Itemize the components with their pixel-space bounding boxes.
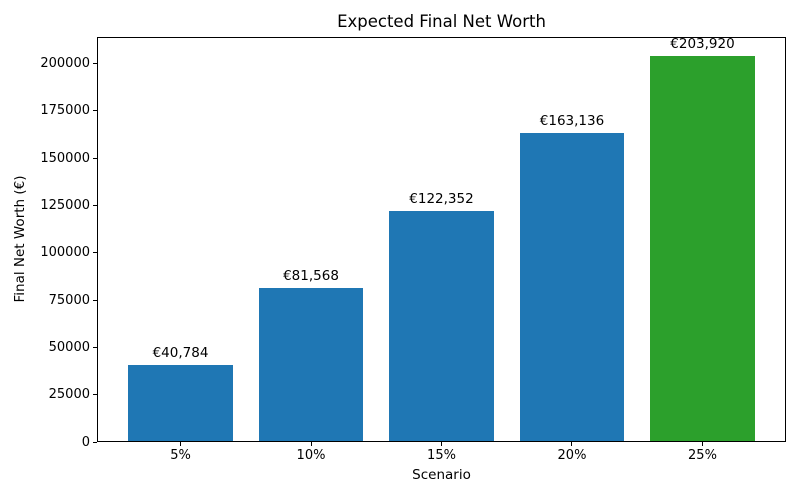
x-tick-mark [310, 442, 312, 446]
y-tick-label: 150000 [40, 150, 90, 166]
y-tick-label: 100000 [40, 245, 90, 261]
x-tick-mark [701, 442, 703, 446]
bar [650, 56, 755, 441]
bar-value-label: €81,568 [283, 267, 339, 284]
y-tick-mark [93, 299, 97, 301]
y-axis-label: Final Net Worth (€) [12, 175, 28, 303]
bar-value-label: €40,784 [152, 344, 209, 361]
bar [389, 210, 494, 441]
bar-value-label: €122,352 [409, 190, 474, 207]
x-tick-mark [441, 442, 442, 446]
x-axis-label: Scenario [412, 467, 471, 483]
y-tick-mark [93, 110, 97, 112]
y-tick-label: 75000 [48, 292, 90, 308]
x-tick-label: 25% [688, 448, 717, 463]
y-tick-label: 0 [81, 434, 90, 450]
bar-value-label: €203,920 [670, 36, 735, 53]
bar-value-label: €163,136 [539, 113, 605, 130]
x-tick-label: 5% [170, 448, 191, 463]
y-tick-mark [93, 394, 97, 396]
bar [258, 287, 364, 441]
y-tick-label: 50000 [48, 339, 90, 355]
chart-title: Expected Final Net Worth [337, 12, 546, 31]
y-tick-mark [93, 63, 97, 65]
x-tick-label: 20% [557, 448, 587, 463]
bar [519, 133, 625, 441]
x-tick-mark [180, 442, 181, 446]
y-tick-mark [93, 441, 97, 443]
x-tick-mark [571, 442, 573, 446]
y-tick-label: 125000 [40, 198, 90, 214]
y-tick-mark [93, 205, 97, 207]
bar [128, 364, 233, 441]
y-tick-mark [93, 157, 97, 159]
y-tick-mark [93, 252, 97, 254]
y-tick-label: 200000 [40, 56, 90, 72]
y-tick-mark [93, 346, 97, 348]
x-tick-label: 15% [427, 448, 456, 463]
y-tick-label: 175000 [40, 103, 90, 119]
y-tick-label: 25000 [48, 387, 90, 403]
x-tick-label: 10% [296, 448, 326, 463]
